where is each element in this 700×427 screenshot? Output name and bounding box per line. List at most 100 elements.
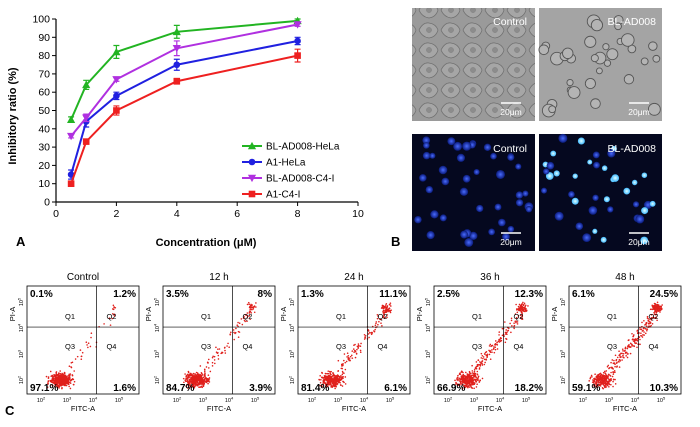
event-dot — [605, 376, 608, 378]
event-dot — [207, 367, 210, 369]
x-tick-label: 102 — [173, 396, 182, 405]
event-dot — [616, 365, 618, 368]
quadrant-percent-q1: 0.1% — [30, 289, 53, 300]
tick-exponent: 2 — [17, 375, 22, 378]
event-dot — [208, 377, 211, 379]
event-dot — [192, 383, 195, 386]
event-dot — [633, 345, 635, 348]
nucleus — [423, 142, 430, 149]
event-dot — [51, 381, 53, 384]
apoptotic-nucleus — [577, 137, 585, 145]
cell — [584, 35, 597, 48]
event-dot — [636, 329, 639, 332]
nucleus — [430, 210, 439, 219]
event-dot — [208, 381, 211, 383]
event-dot — [76, 355, 79, 358]
event-dot — [61, 378, 64, 380]
event-dot — [634, 339, 637, 341]
event-dot — [596, 380, 599, 382]
event-dot — [643, 334, 645, 336]
tick-exponent: 2 — [450, 396, 453, 401]
event-dot — [336, 379, 338, 382]
event-dot — [645, 325, 648, 327]
tick-exponent: 2 — [585, 396, 588, 401]
x-axis-title: Concentration (μM) — [156, 237, 257, 249]
event-dot — [470, 377, 473, 380]
y-tick-label: 20 — [38, 160, 50, 172]
apoptotic-nucleus — [623, 187, 631, 195]
event-dot — [207, 362, 209, 364]
event-dot — [375, 322, 377, 325]
legend-marker — [247, 174, 257, 183]
quadrant-name: Q1 — [65, 312, 75, 321]
event-dot — [607, 375, 610, 377]
event-dot — [614, 365, 616, 368]
flow-x-axis-label: FITC-A — [71, 404, 95, 413]
event-dot — [624, 347, 627, 350]
event-dot — [201, 386, 204, 389]
quadrant-name: Q2 — [106, 312, 116, 321]
event-dot — [473, 369, 476, 371]
event-dot — [649, 308, 652, 311]
event-dot — [525, 308, 527, 310]
event-dot — [377, 323, 379, 326]
event-dot — [54, 375, 57, 378]
event-dot — [497, 340, 500, 343]
quadrant-percent-q2: 12.3% — [515, 289, 543, 300]
event-dot — [238, 331, 241, 333]
event-dot — [217, 358, 220, 360]
event-dot — [363, 338, 366, 340]
event-dot — [325, 372, 327, 375]
event-dot — [484, 361, 486, 364]
event-dot — [465, 376, 468, 378]
event-dot — [186, 379, 188, 381]
x-tick-label: 2 — [113, 208, 119, 220]
quadrant-name: Q4 — [242, 342, 252, 351]
event-dot — [229, 333, 232, 336]
nucleus — [419, 174, 427, 182]
tick-exponent: 4 — [288, 323, 293, 326]
y-tick-label: 104 — [424, 323, 433, 332]
tick-exponent: 4 — [17, 323, 22, 326]
event-dot — [238, 322, 241, 325]
event-dot — [384, 309, 387, 311]
event-dot — [380, 322, 382, 324]
event-dot — [602, 371, 605, 374]
quadrant-name: Q3 — [201, 342, 211, 351]
event-dot — [482, 356, 485, 358]
tick-exponent: 2 — [559, 375, 564, 378]
event-dot — [618, 354, 620, 357]
event-dot — [341, 367, 344, 370]
event-dot — [629, 345, 631, 348]
event-dot — [522, 303, 525, 306]
flow-panel-title: Control — [67, 272, 99, 283]
event-dot — [341, 378, 343, 380]
event-dot — [455, 381, 457, 384]
event-dot — [655, 307, 658, 310]
cell — [621, 33, 635, 47]
event-dot — [236, 324, 239, 326]
x-tick-label: 104 — [631, 396, 640, 405]
micrograph-label: Control — [493, 143, 527, 155]
event-dot — [234, 332, 236, 335]
event-dot — [74, 358, 77, 360]
event-dot — [466, 385, 468, 388]
event-dot — [113, 306, 115, 308]
event-dot — [199, 383, 201, 386]
event-dot — [498, 331, 501, 333]
event-dot — [350, 354, 353, 357]
event-dot — [640, 332, 642, 335]
event-dot — [333, 377, 335, 380]
event-dot — [211, 365, 214, 367]
event-dot — [184, 379, 187, 382]
event-dot — [463, 378, 466, 380]
event-dot — [368, 336, 370, 339]
apoptotic-nucleus — [571, 197, 579, 205]
event-dot — [480, 357, 483, 359]
event-dot — [498, 341, 501, 343]
event-dot — [522, 301, 524, 304]
quadrant-name: Q1 — [336, 312, 346, 321]
apoptotic-nucleus — [641, 172, 648, 178]
event-dot — [344, 376, 347, 378]
x-tick-label: 105 — [251, 396, 260, 405]
